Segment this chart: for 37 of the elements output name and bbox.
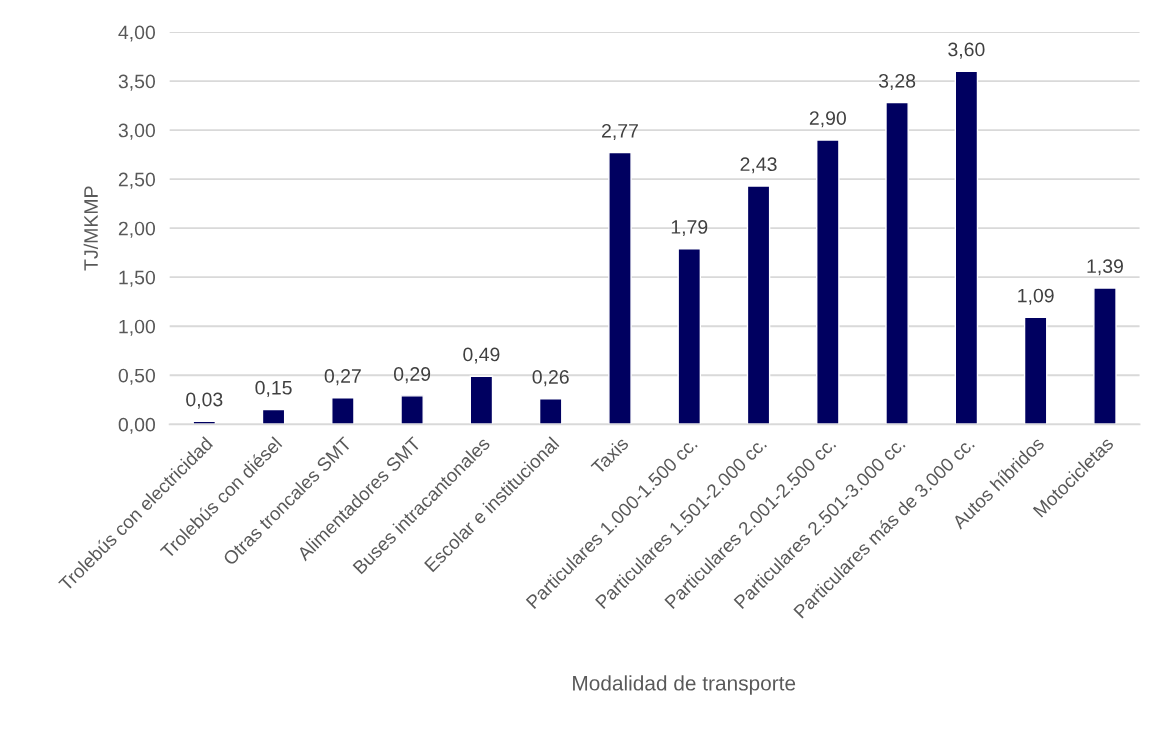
- data-label: 0,26: [532, 370, 569, 387]
- bar: [331, 397, 355, 425]
- y-tick-label: 1,50: [119, 270, 155, 287]
- data-label: 1,39: [1087, 259, 1123, 276]
- bar: [400, 395, 424, 425]
- data-label: 2,90: [809, 111, 846, 128]
- y-axis-title: TJ/MKMP: [83, 186, 98, 271]
- bar: [746, 185, 771, 425]
- data-label: 0,29: [393, 367, 431, 384]
- y-tick-label: 0,50: [118, 368, 155, 385]
- data-label: 2,43: [740, 157, 777, 174]
- y-tick-label: 1,00: [119, 319, 155, 336]
- x-axis-title: Modalidad de transporte: [573, 675, 796, 695]
- bar: [608, 151, 632, 425]
- bar: [885, 101, 909, 425]
- bar: [1093, 287, 1117, 425]
- data-label: 0,15: [255, 380, 292, 397]
- y-tick-label: 3,00: [118, 123, 155, 140]
- bar: [677, 248, 702, 425]
- y-tick-label: 2,50: [118, 172, 155, 189]
- y-tick-label: 2,00: [118, 221, 155, 238]
- y-tick-label: 3,50: [118, 74, 155, 91]
- data-label: 3,28: [878, 73, 916, 91]
- data-label: 0,49: [463, 347, 500, 364]
- y-tick-label: 0,00: [118, 417, 155, 434]
- bar: [816, 139, 840, 425]
- bar: [954, 70, 979, 425]
- bar: [469, 375, 494, 425]
- bar: [1023, 316, 1048, 425]
- data-label: 2,77: [602, 123, 638, 141]
- data-label: 0,03: [186, 392, 223, 409]
- data-label: 1,09: [1018, 288, 1054, 305]
- data-label: 1,79: [671, 220, 708, 237]
- bar: [538, 398, 563, 425]
- data-label: 3,60: [948, 42, 985, 59]
- y-tick-label: 4,00: [118, 25, 155, 42]
- data-label: 0,27: [324, 369, 361, 386]
